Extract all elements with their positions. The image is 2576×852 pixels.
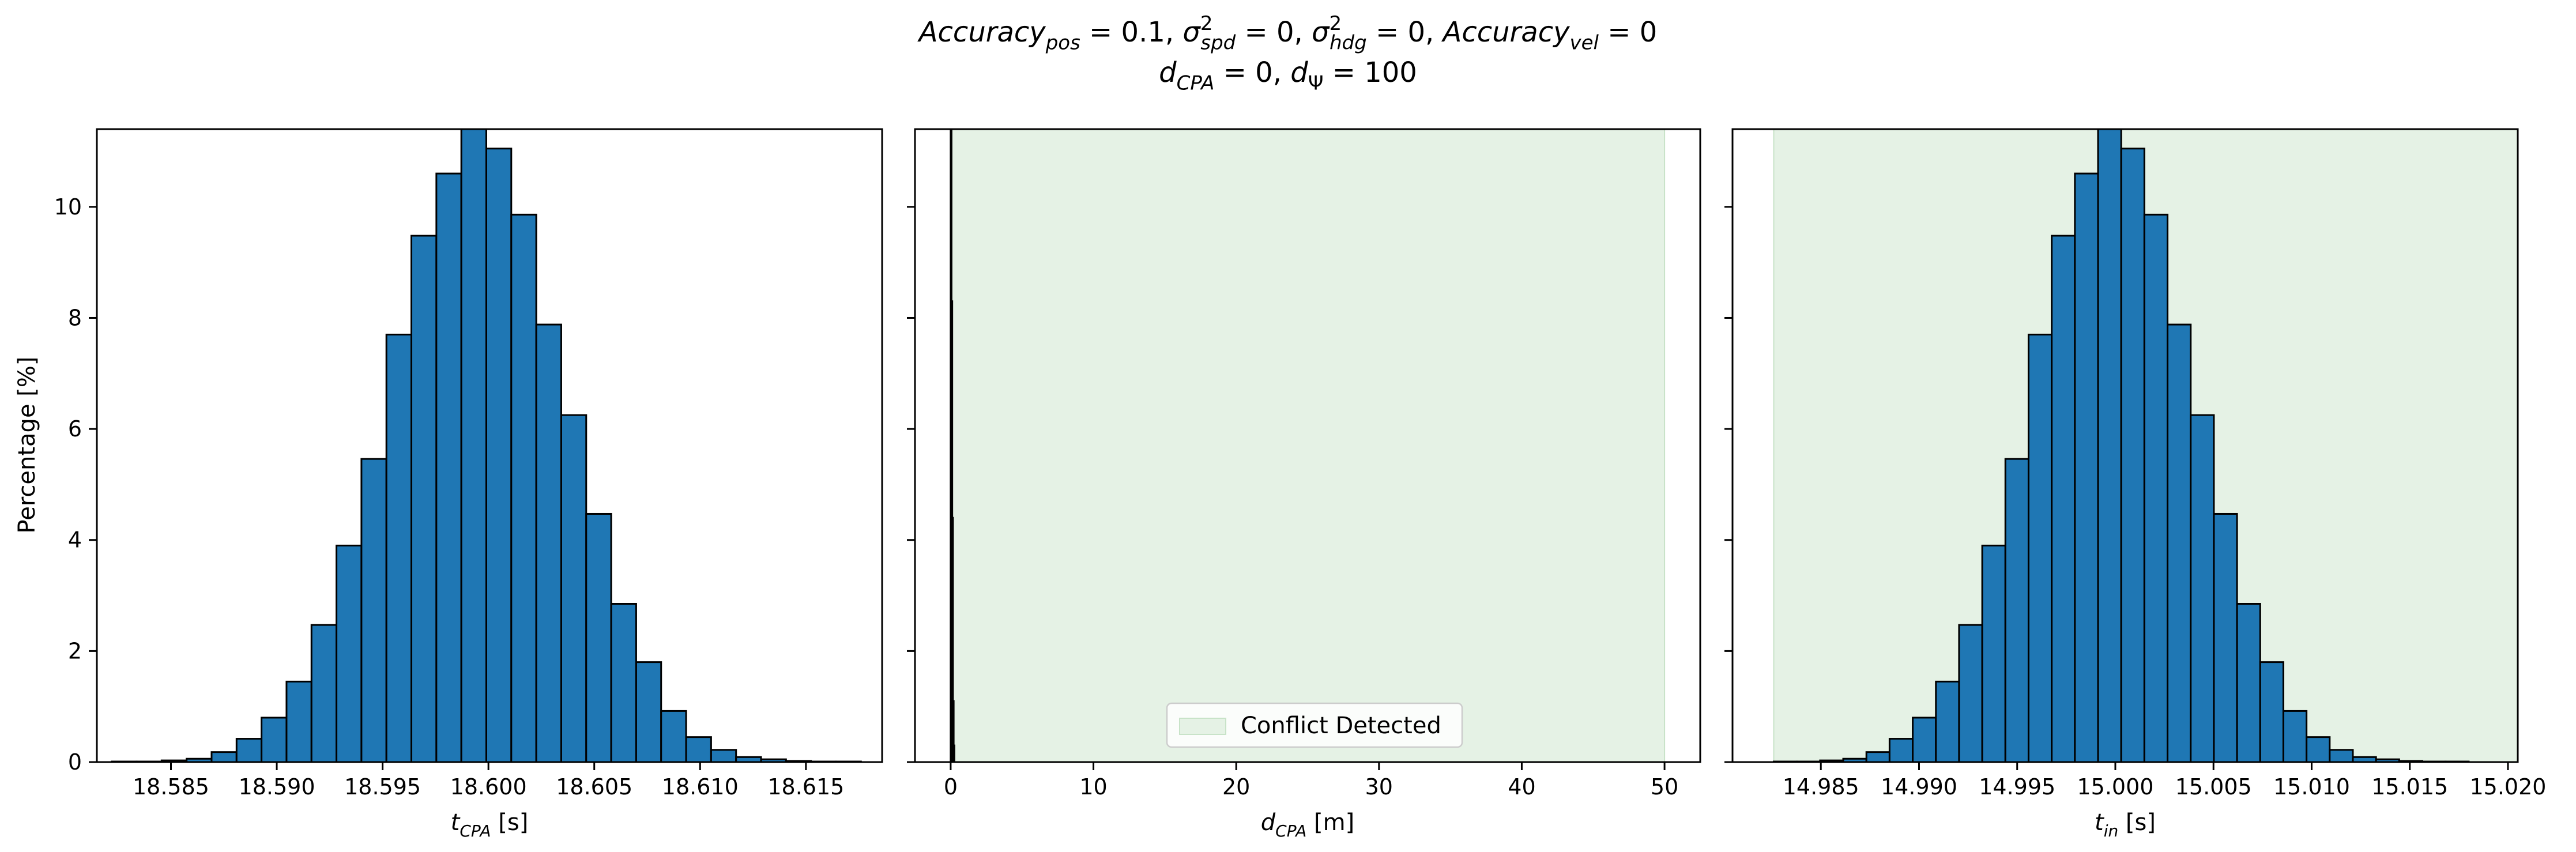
x-tick-label: 18.590: [239, 774, 315, 800]
histogram-bar: [1865, 751, 1890, 762]
x-tick-label: 20: [1222, 774, 1250, 800]
histogram-bar: [2074, 172, 2099, 762]
histogram-bar: [410, 235, 438, 762]
histogram-bar: [951, 517, 954, 762]
histogram-bar: [560, 414, 587, 762]
legend: Conflict Detected: [1166, 702, 1463, 748]
y-tick-label: 6: [68, 416, 82, 442]
y-tick-label: 2: [68, 638, 82, 663]
histogram-bar: [360, 458, 387, 762]
histogram-bar: [2213, 512, 2238, 762]
histogram-bar: [635, 661, 662, 762]
legend-box: [1166, 702, 1463, 748]
x-tick-label: 18.605: [556, 774, 632, 800]
histogram-bar: [2027, 333, 2053, 762]
x-tick-label: 18.595: [344, 774, 421, 800]
x-tick-label: 15.010: [2273, 774, 2350, 800]
histogram-bar: [2259, 661, 2284, 762]
x-axis-label: tCPA [s]: [451, 809, 529, 840]
x-tick-label: 18.585: [133, 774, 209, 800]
plot-area: [1773, 129, 2518, 762]
histogram-bar: [1958, 624, 1983, 762]
figure-subtitle: dCPA = 0, dΨ = 100: [1159, 56, 1417, 95]
histogram-bar: [1935, 680, 1960, 762]
histogram-bar: [2120, 148, 2145, 762]
histogram-bar: [2329, 749, 2354, 762]
x-tick-label: 15.020: [2469, 774, 2546, 800]
histogram-bar: [2190, 414, 2215, 762]
histogram-bar: [610, 603, 637, 762]
x-tick-label: 14.990: [1881, 774, 1957, 800]
x-tick-label: 15.015: [2371, 774, 2448, 800]
histogram-bar: [2097, 129, 2122, 762]
x-tick-label: 40: [1508, 774, 1535, 800]
x-tick-label: 14.995: [1979, 774, 2055, 800]
x-tick-label: 30: [1365, 774, 1393, 800]
panel-d-cpa: 0 10 20 30 40 50 dCPA [m] Conflict Detected: [907, 128, 1701, 840]
histogram-bar: [2143, 213, 2169, 762]
x-tick-label: 50: [1651, 774, 1678, 800]
plot-area: [950, 129, 1666, 762]
histogram-bar: [310, 624, 338, 762]
histogram-bar: [235, 738, 263, 762]
figure-title: Accuracypos = 0.1, σ2 spd = 0, σ2 hdg = 0,…: [917, 12, 1658, 55]
legend-label: Conflict Detected: [1241, 712, 1441, 739]
x-axis-label: tin [s]: [2095, 809, 2156, 840]
y-tick-label: 10: [54, 194, 82, 220]
histogram-bar: [2236, 603, 2261, 762]
histogram-bar: [952, 744, 955, 762]
histogram-bar: [952, 700, 955, 762]
histogram-bar: [336, 544, 363, 762]
histogram-bar: [2306, 736, 2331, 762]
histogram-bar: [385, 333, 413, 762]
histogram-bar: [1888, 738, 1914, 762]
histogram-bar: [2167, 323, 2192, 762]
y-axis-label: Percentage [%]: [14, 357, 40, 534]
panel-t-cpa: 18.585 18.590 18.595 18.600 18.605 18.610 18.6…: [54, 128, 883, 840]
panel-t-in: 14.985 14.990 14.995 15.000 15.005 15.010 15.0…: [1724, 128, 2546, 840]
histogram-bar: [1981, 544, 2006, 762]
histogram-bar: [261, 717, 288, 762]
histogram-bar: [2282, 710, 2308, 762]
conflict-detected-region: [950, 129, 1666, 762]
y-tick-label: 0: [68, 749, 82, 775]
histogram-bar: [460, 129, 487, 762]
histogram-bar: [685, 736, 712, 762]
x-axis-label: dCPA [m]: [1261, 809, 1354, 840]
x-tick-label: 0: [944, 774, 958, 800]
histogram-bar: [585, 512, 612, 762]
histogram-bar: [2004, 458, 2029, 762]
legend-swatch: [1179, 718, 1226, 735]
axes-frame: [914, 128, 1701, 763]
x-tick-label: 15.005: [2175, 774, 2252, 800]
histogram-bar: [710, 749, 737, 762]
axes-frame: [96, 128, 883, 763]
y-tick-label: 8: [68, 305, 82, 330]
histogram-bar: [1912, 717, 1937, 762]
histogram-bar: [2051, 235, 2076, 762]
x-tick-label: 18.610: [662, 774, 739, 800]
histogram-bar: [210, 751, 238, 762]
histogram-bar: [435, 172, 462, 762]
x-tick-label: 18.600: [450, 774, 527, 800]
x-tick-label: 18.615: [767, 774, 844, 800]
x-tick-label: 14.985: [1783, 774, 1859, 800]
histogram-bar: [285, 680, 312, 762]
plot-area: [111, 129, 862, 762]
y-tick-label: 4: [68, 527, 82, 553]
histogram-bar: [510, 213, 537, 762]
histogram-bar: [485, 148, 513, 762]
x-tick-label: 15.000: [2077, 774, 2153, 800]
axes-frame: [1731, 128, 2519, 763]
histogram-bar: [535, 323, 562, 762]
x-tick-label: 10: [1079, 774, 1107, 800]
histogram-bar: [660, 710, 687, 762]
